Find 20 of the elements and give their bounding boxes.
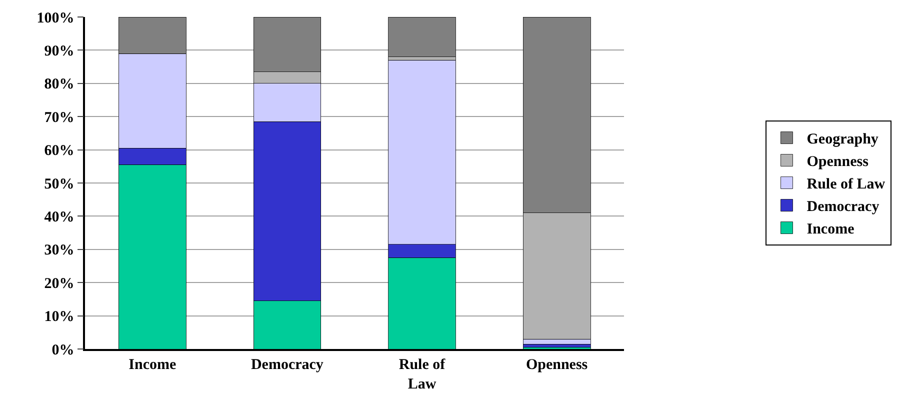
x-tick-label: Rule of Law [398, 356, 446, 392]
y-tick-label: 100% [36, 10, 74, 26]
y-tick-label: 10% [44, 309, 74, 326]
y-tick-label: 20% [44, 276, 74, 292]
y-tick-label: 40% [44, 209, 74, 226]
y-tick-label: 0% [52, 342, 74, 358]
legend-label: Rule of Law [806, 176, 886, 193]
y-tick-label: 80% [44, 76, 74, 93]
x-tick-label: Democracy [250, 356, 324, 373]
x-tick-label: Income [128, 356, 176, 373]
legend-label: Income [806, 222, 855, 238]
y-tick-label: 60% [44, 143, 74, 160]
legend-label: Geography [806, 132, 879, 148]
y-tick-label: 50% [44, 176, 74, 192]
legend-label: Democracy [806, 199, 880, 216]
y-tick-label: 70% [44, 110, 74, 126]
y-tick-label: 30% [44, 242, 74, 259]
x-tick-label: Openness [526, 356, 588, 373]
legend-label: Openness [806, 154, 869, 170]
y-tick-label: 90% [44, 43, 74, 60]
